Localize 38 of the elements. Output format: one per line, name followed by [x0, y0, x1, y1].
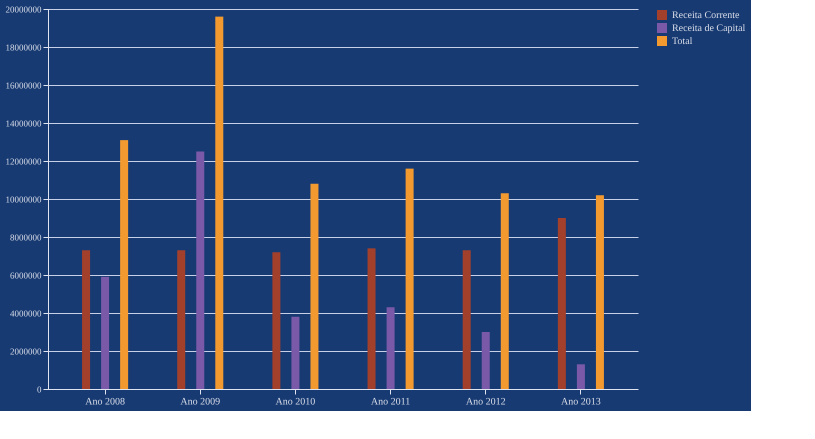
bar [82, 250, 90, 389]
legend-label: Receita de Capital [672, 23, 746, 34]
x-tick-label: Ano 2009 [180, 396, 220, 408]
legend-label: Receita Corrente [672, 10, 740, 21]
bar [368, 248, 376, 389]
y-tick-label: 20000000 [6, 4, 42, 14]
y-tick-label: 4000000 [10, 308, 42, 318]
y-tick-label: 14000000 [6, 118, 42, 128]
y-tick-label: 12000000 [6, 156, 42, 166]
y-tick-label: 8000000 [10, 232, 42, 242]
x-tick-label: Ano 2010 [276, 396, 316, 408]
x-tick-label: Ano 2013 [561, 396, 601, 408]
y-tick-label: 10000000 [6, 194, 42, 204]
bar [386, 307, 395, 389]
y-tick-label: 18000000 [6, 42, 42, 52]
bar [500, 193, 509, 389]
bar [406, 168, 414, 389]
x-tick-label: Ano 2011 [370, 396, 410, 408]
y-tick-label: 16000000 [6, 80, 42, 90]
bar [215, 16, 224, 389]
legend-label: Total [672, 36, 693, 47]
x-tick-label: Ano 2012 [466, 396, 506, 408]
bar [576, 364, 585, 389]
bar [462, 250, 471, 389]
bar [596, 195, 604, 389]
bar [101, 276, 110, 389]
bar [196, 152, 204, 389]
bar [120, 140, 128, 389]
bar [291, 316, 300, 389]
x-tick-label: Ano 2008 [85, 396, 125, 408]
bar [177, 250, 186, 389]
y-tick-label: 0 [37, 384, 42, 394]
y-tick-label: 6000000 [10, 270, 42, 280]
y-tick-label: 2000000 [10, 346, 42, 356]
bar [272, 252, 280, 389]
bar [482, 332, 490, 389]
bar [558, 218, 566, 389]
bar [310, 184, 318, 389]
